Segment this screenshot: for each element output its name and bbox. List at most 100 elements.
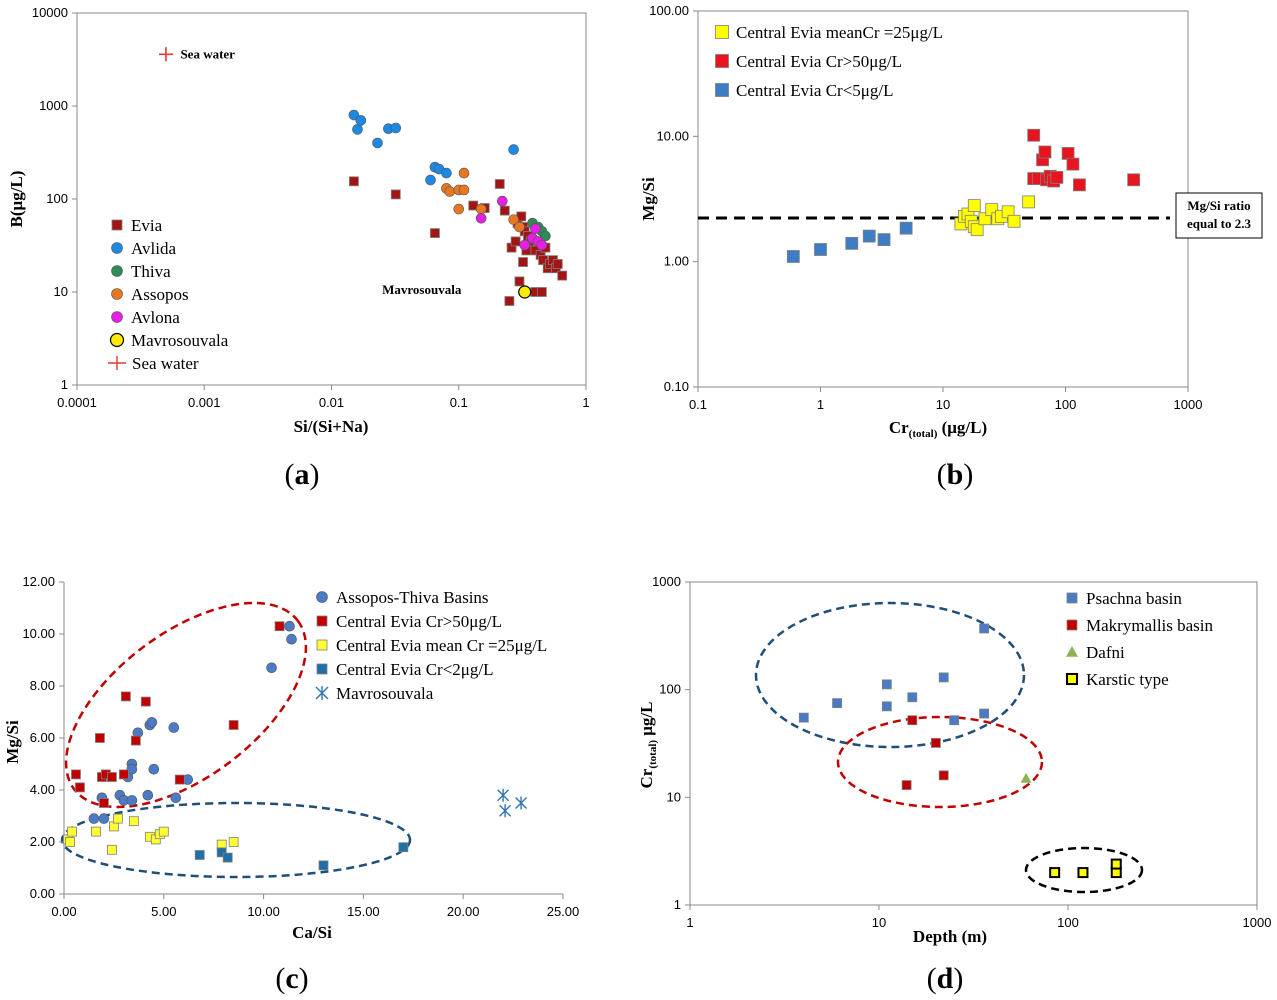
data-point: [510, 236, 521, 247]
data-point: [1038, 145, 1052, 159]
data-point: [475, 203, 487, 215]
data-point: [425, 174, 436, 186]
series-central-evia-mean-cr-25-g-l: [63, 813, 239, 855]
reference-line-label-line1: Mg/Si ratio: [1187, 198, 1250, 213]
data-point: [1027, 128, 1041, 142]
legend-marker: [315, 686, 329, 700]
data-point: [458, 167, 470, 179]
data-point: [979, 623, 990, 634]
series-central-evia-meancr-25-g-l: [954, 195, 1036, 237]
series-dafni: [1020, 772, 1032, 783]
panel-label-a: (a): [285, 458, 320, 491]
data-point: [355, 115, 367, 126]
data-point: [128, 816, 139, 827]
x-tick-label: 5.00: [151, 904, 176, 919]
legend-label: Assopos: [131, 285, 189, 304]
x-tick-label: 0.00: [51, 904, 76, 919]
data-point: [148, 763, 160, 775]
data-point: [536, 239, 548, 251]
series-karstic-type: [1049, 858, 1122, 879]
series-central-evia-cr-5-g-l: [786, 221, 913, 263]
data-point: [140, 696, 151, 707]
series-avlona: [475, 195, 548, 251]
data-point: [1050, 171, 1064, 184]
data-point: [130, 735, 141, 746]
y-tick-label: 100: [46, 191, 68, 206]
data-point: [318, 860, 329, 871]
legend-label: Avlona: [131, 308, 180, 327]
legend-marker: [108, 356, 126, 370]
data-point: [95, 733, 105, 743]
x-tick-label: 10: [872, 915, 886, 930]
data-point: [158, 826, 169, 837]
y-tick-label: 1000: [39, 98, 68, 113]
x-tick-label: 25.00: [547, 904, 580, 919]
data-point: [970, 223, 984, 237]
data-point: [1073, 178, 1086, 192]
annotation-label: Mavrosouvala: [382, 282, 462, 297]
data-point: [91, 826, 101, 837]
legend-label: Thiva: [131, 262, 171, 281]
data-point: [274, 621, 285, 632]
data-point: [228, 720, 239, 730]
legend-c: Assopos-Thiva Basins Central Evia Cr>50μg…: [315, 588, 547, 703]
series-central-evia-cr-50-g-l: [1027, 128, 1141, 192]
x-tick-label: 0.001: [188, 395, 221, 410]
x-axis-label-d: Depth (m): [913, 927, 987, 946]
x-axis-label-b: Cr(total) (μg/L): [889, 418, 987, 440]
legend-label: Karstic type: [1086, 670, 1169, 689]
data-point: [967, 199, 981, 213]
series-sea-water: [158, 47, 173, 62]
data-point: [158, 47, 173, 62]
legend-label: Assopos-Thiva Basins: [336, 588, 489, 607]
legend-marker: [1066, 592, 1078, 604]
y-tick-label: 1.00: [664, 254, 689, 269]
plot-frame-d: [689, 581, 1258, 906]
y-tick-label: 12.00: [22, 574, 55, 589]
panel-label-d: (d): [927, 962, 964, 995]
data-point: [899, 221, 913, 235]
data-point: [75, 782, 85, 793]
y-tick-label: 10000: [32, 5, 68, 20]
legend-b: Central Evia meanCr =25μg/L Central Evia …: [715, 23, 943, 100]
x-tick-label: 20.00: [447, 904, 480, 919]
reference-line-label-line2: equal to 2.3: [1187, 216, 1251, 231]
y-tick-label: 6.00: [30, 730, 55, 745]
red-dashed-ellipse-c: [64, 601, 308, 809]
data-point: [352, 124, 363, 135]
data-point: [107, 772, 117, 782]
legend-label: Central Evia meanCr =25μg/L: [736, 23, 943, 42]
data-point: [499, 804, 512, 818]
legend-label: Evia: [131, 216, 163, 235]
data-point: [88, 813, 100, 824]
y-tick-label: 1: [674, 897, 681, 912]
y-tick-label: 10.00: [656, 128, 689, 143]
red-dashed-ellipse-d: [836, 715, 1044, 809]
x-tick-label: 15.00: [347, 904, 380, 919]
data-point: [266, 662, 277, 674]
data-point: [216, 847, 227, 858]
data-point: [1022, 195, 1036, 209]
legend-marker: [715, 83, 729, 97]
data-point: [174, 774, 185, 785]
legend-label: Central Evia Cr>50μg/L: [336, 612, 502, 631]
y-tick-label: 10: [667, 789, 681, 804]
data-point: [540, 230, 551, 242]
x-tick-label: 0.1: [450, 395, 468, 410]
legend-label: Dafni: [1086, 643, 1125, 662]
data-point: [504, 296, 515, 306]
data-point: [938, 770, 949, 781]
legend-label: Central Evia Cr>50μg/L: [736, 52, 902, 71]
data-point: [142, 789, 154, 801]
series-makrymallis-basin: [901, 715, 949, 790]
y-tick-label: 0.10: [664, 379, 689, 394]
series-assopos: [441, 167, 525, 233]
data-point: [519, 239, 531, 251]
legend-marker: [1066, 619, 1078, 631]
data-point: [901, 780, 912, 790]
data-point: [98, 813, 110, 824]
data-point: [1061, 147, 1075, 160]
legend-marker: [316, 615, 328, 627]
data-point: [444, 186, 456, 197]
data-point: [514, 221, 525, 233]
